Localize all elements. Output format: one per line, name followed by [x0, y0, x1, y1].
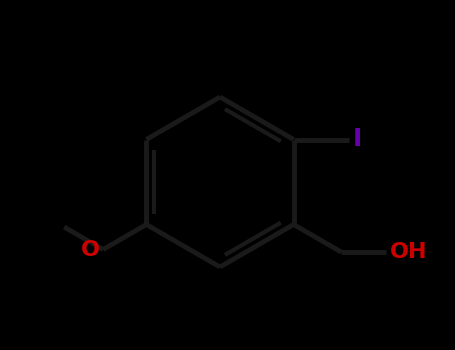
Text: I: I: [353, 127, 362, 152]
Text: OH: OH: [390, 242, 428, 262]
Text: O: O: [81, 239, 100, 259]
